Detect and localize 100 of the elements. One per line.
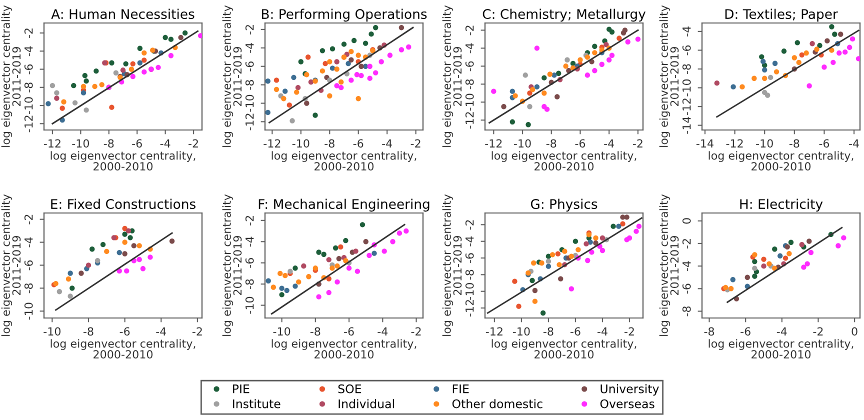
point	[527, 104, 532, 110]
point	[829, 24, 834, 30]
x-tick-label: -8	[704, 327, 714, 336]
point	[534, 84, 540, 90]
point	[327, 93, 332, 98]
point	[128, 235, 133, 240]
point	[512, 93, 518, 98]
point	[730, 84, 736, 90]
point	[585, 258, 590, 264]
x-tick-label: -12	[486, 327, 502, 336]
point	[326, 290, 332, 296]
point	[570, 60, 576, 66]
point	[604, 42, 609, 48]
point	[137, 46, 143, 51]
y-tick-label: 0	[682, 218, 691, 224]
point	[80, 84, 86, 90]
point	[620, 214, 626, 220]
x-tick-label: -6	[132, 139, 142, 148]
point	[842, 50, 848, 55]
x-tick-label: -2	[192, 327, 202, 336]
point	[265, 78, 270, 84]
point	[94, 68, 99, 74]
point	[46, 101, 51, 106]
point	[599, 62, 604, 67]
point	[274, 78, 280, 83]
point	[752, 76, 757, 81]
point	[616, 224, 622, 229]
y-tick-label: -8	[24, 82, 33, 92]
point	[792, 55, 798, 60]
chart-title: G: Physics	[530, 198, 598, 212]
point	[354, 268, 360, 274]
point	[182, 30, 188, 36]
y-tick-label: -12	[465, 112, 474, 129]
y-tick-label: -8	[245, 80, 254, 90]
x-tick-label: 0	[852, 327, 858, 336]
y-tick-label: -2	[245, 216, 254, 226]
x-tick-label: -12	[726, 139, 743, 148]
legend-label: FIE	[452, 384, 469, 394]
chart-title: C: Chemistry; Metallurgy	[482, 8, 646, 22]
point	[367, 64, 372, 69]
point	[116, 250, 122, 256]
point	[122, 232, 128, 237]
x-tick-label: -8	[84, 327, 94, 336]
y-tick-label: -6	[682, 45, 691, 56]
point	[373, 70, 378, 76]
x-tick-label: -10	[72, 139, 90, 148]
legend-label: Overseas	[600, 399, 654, 408]
point	[774, 69, 780, 74]
point	[810, 41, 815, 46]
point	[544, 106, 550, 112]
point	[368, 31, 374, 37]
point	[332, 245, 338, 251]
point	[168, 53, 174, 58]
point	[288, 268, 293, 274]
point	[126, 228, 132, 234]
y-tick-label: -10	[465, 282, 474, 300]
y-tick-label: -6	[245, 258, 254, 268]
point	[330, 66, 336, 71]
point	[296, 279, 302, 285]
point	[334, 263, 340, 269]
point	[330, 46, 336, 52]
point	[794, 40, 800, 46]
x-tick-label: -4	[160, 139, 170, 148]
y-tick-label: -4	[682, 261, 691, 272]
point	[292, 284, 298, 289]
point	[292, 266, 298, 271]
point	[814, 46, 820, 52]
point	[635, 36, 641, 42]
x-tick-label: -12	[485, 139, 502, 148]
point	[320, 68, 326, 74]
point	[109, 104, 114, 110]
x-tick-label: -2	[188, 139, 198, 148]
point	[348, 57, 354, 62]
y-tick-label: -4	[682, 26, 691, 36]
x-tick-label: -8	[789, 139, 800, 148]
point	[572, 238, 578, 244]
x-tick-label: -10	[512, 327, 530, 336]
point	[600, 248, 606, 254]
point	[501, 104, 506, 110]
point	[99, 82, 104, 88]
point	[593, 240, 598, 246]
point	[850, 36, 856, 42]
point	[298, 59, 304, 64]
y-tick-label: -4	[246, 42, 254, 53]
x-tick-label: -8	[104, 139, 114, 148]
point	[372, 250, 377, 256]
point	[142, 69, 147, 75]
point	[278, 270, 283, 276]
x-axis-title: log eigenvector centrality, 2000-2010	[50, 151, 196, 171]
point	[796, 60, 802, 66]
point	[78, 270, 84, 276]
y-tick-label: -4	[466, 236, 474, 246]
point	[516, 304, 522, 309]
x-axis-title: log eigenvector centrality, 2000-2010	[492, 151, 636, 171]
point	[527, 90, 532, 96]
point	[122, 251, 128, 256]
x-tick-label: -4	[597, 327, 608, 336]
point	[542, 75, 547, 80]
point	[830, 60, 836, 66]
y-tick-label: -4	[24, 237, 33, 248]
